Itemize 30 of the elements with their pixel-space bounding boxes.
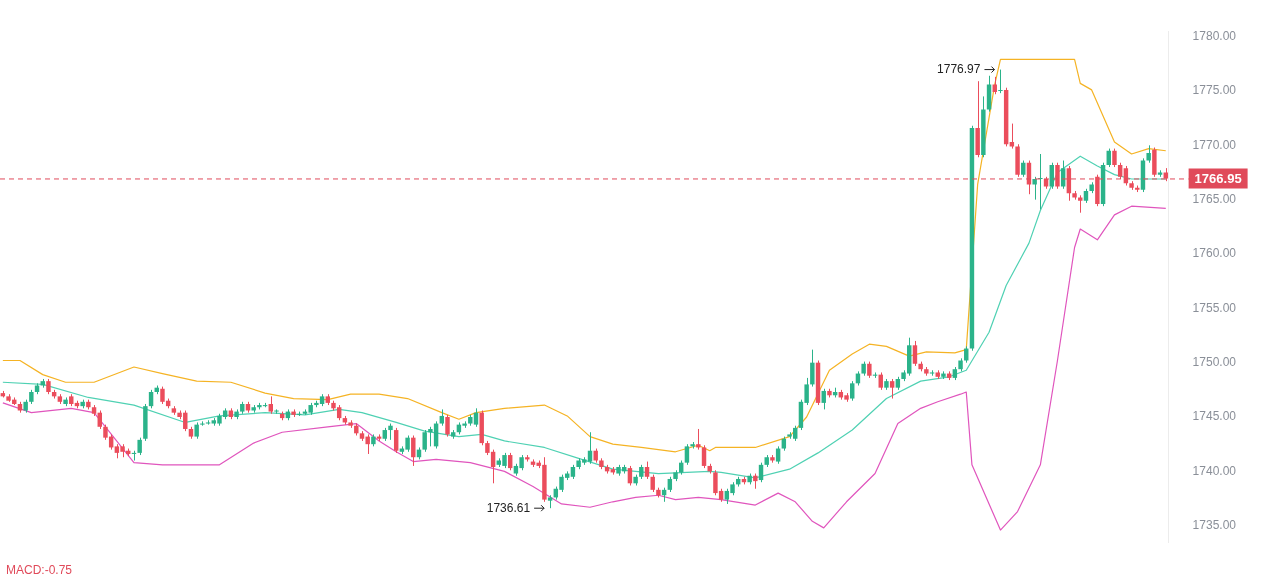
- y-tick-label: 1740.00: [1192, 463, 1237, 478]
- y-tick-label: 1755.00: [1192, 300, 1237, 315]
- ref-line-label: 1766.95: [1194, 171, 1242, 187]
- candlestick: [393, 427, 399, 454]
- candlestick: [998, 69, 1003, 94]
- annotation: 1776.97: [937, 61, 981, 76]
- candlestick: [1032, 176, 1037, 201]
- candlestick: [684, 443, 690, 466]
- y-tick-label: 1735.00: [1192, 518, 1237, 533]
- candlestick: [821, 388, 826, 410]
- candlestick: [701, 444, 707, 469]
- y-tick-label: 1745.00: [1192, 409, 1237, 424]
- annotation: 1736.61: [486, 500, 531, 515]
- candlestick: [912, 340, 918, 367]
- candlestick: [200, 420, 205, 427]
- candlestick: [696, 428, 701, 451]
- text: MACD:-0.75: [6, 563, 73, 578]
- candlestick: [422, 429, 427, 453]
- candlestick: [1112, 148, 1117, 168]
- y-tick-label: 1750.00: [1192, 354, 1237, 369]
- y-tick-label: 1775.00: [1192, 83, 1237, 98]
- candlestick: [810, 349, 815, 388]
- y-tick-label: 1760.00: [1192, 246, 1237, 261]
- y-tick-label: 1780.00: [1192, 28, 1237, 43]
- y-tick-label: 1765.00: [1192, 191, 1237, 206]
- candlestick: [411, 434, 416, 467]
- candlestick: [445, 414, 450, 438]
- candlestick: [889, 378, 895, 400]
- candlestick: [850, 380, 855, 402]
- y-tick-label: 1770.00: [1192, 137, 1237, 152]
